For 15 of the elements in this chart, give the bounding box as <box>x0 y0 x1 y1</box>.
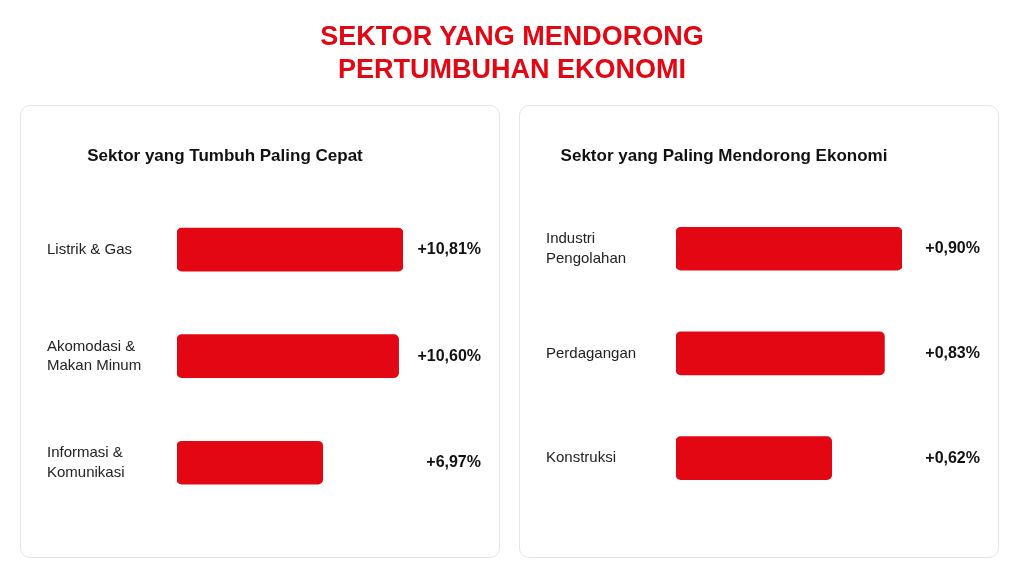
y-tick-label: Perdagangan <box>546 343 637 361</box>
chart-title: Sektor yang Paling Mendorong Ekonomi <box>560 145 888 165</box>
y-tick-label: Akomodasi & Makan Minum <box>47 336 142 374</box>
data-label: +6,97% <box>426 453 481 471</box>
y-tick-label: Informasi & Komunikasi <box>47 443 125 480</box>
y-tick-label: Industri Pengolahan <box>546 229 627 266</box>
data-label: +10,81% <box>417 240 481 258</box>
data-label: +0,62% <box>925 448 980 466</box>
text: SEKTOR YANG MENDORONG PERTUMBUHAN EKONOMI <box>319 20 705 86</box>
data-label: +10,60% <box>417 346 481 364</box>
data-label: +0,83% <box>925 343 980 361</box>
y-tick-label: Listrik & Gas <box>47 239 133 257</box>
data-label: +0,90% <box>925 239 980 257</box>
chart-title: Sektor yang Tumbuh Paling Cepat <box>87 145 364 165</box>
y-tick-label: Konstruksi <box>546 448 617 466</box>
